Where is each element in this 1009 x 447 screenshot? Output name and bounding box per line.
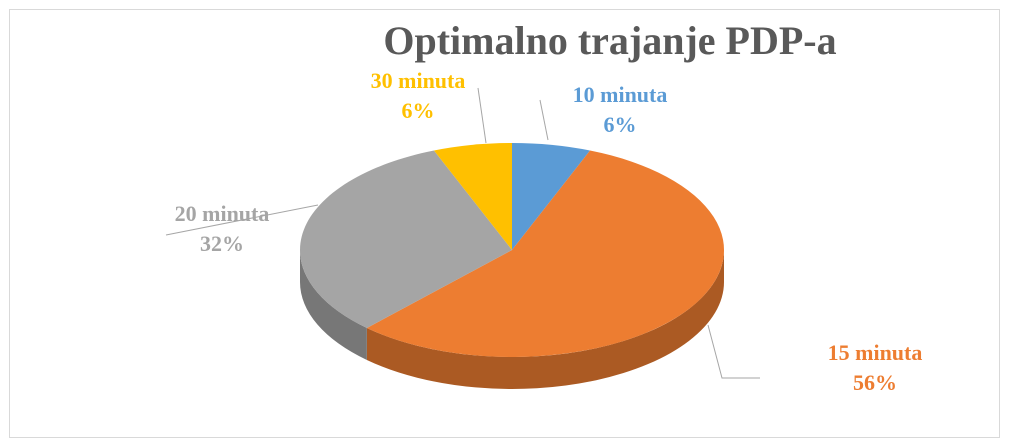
leader-line xyxy=(707,324,760,379)
leader-line xyxy=(477,87,487,144)
leader-line xyxy=(165,204,319,236)
category-label: 30 minuta xyxy=(371,68,466,93)
value-label: 6% xyxy=(402,98,435,123)
value-label: 6% xyxy=(604,112,637,137)
category-label: 20 minuta xyxy=(175,201,270,226)
value-label: 56% xyxy=(853,370,897,395)
category-label: 10 minuta xyxy=(573,82,668,107)
slice xyxy=(300,150,512,328)
chart-title: Optimalno trajanje PDP-a xyxy=(383,18,836,63)
leader-line xyxy=(539,99,549,141)
slice-side xyxy=(366,250,724,389)
category-label: 15 minuta xyxy=(828,340,923,365)
slice xyxy=(512,143,591,250)
slice xyxy=(433,143,512,250)
slice-side xyxy=(300,250,367,360)
value-label: 32% xyxy=(200,231,244,256)
slice xyxy=(366,150,724,357)
